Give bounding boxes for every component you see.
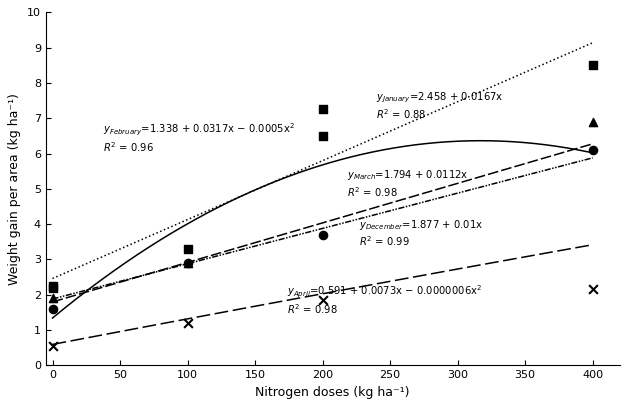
Point	[588, 62, 598, 68]
Point	[183, 319, 193, 326]
Text: $y_{March}$=1.794 + 0.0112x
$R^2$ = 0.98: $y_{March}$=1.794 + 0.0112x $R^2$ = 0.98	[347, 168, 468, 199]
Y-axis label: Weight gain per area (kg ha⁻¹): Weight gain per area (kg ha⁻¹)	[8, 93, 21, 285]
Point	[318, 297, 328, 303]
Point	[318, 232, 328, 238]
Point	[48, 295, 58, 302]
Text: $y_{April}$=0.591 + 0.0073x − 0.0000006x$^2$
$R^2$ = 0.98: $y_{April}$=0.591 + 0.0073x − 0.0000006x…	[287, 284, 482, 316]
X-axis label: Nitrogen doses (kg ha⁻¹): Nitrogen doses (kg ha⁻¹)	[256, 386, 410, 399]
Point	[48, 284, 58, 291]
Point	[48, 343, 58, 349]
Point	[588, 118, 598, 125]
Point	[183, 245, 193, 252]
Point	[183, 260, 193, 266]
Point	[588, 147, 598, 153]
Text: $y_{January}$=2.458 + 0.0167x
$R^2$ = 0.88: $y_{January}$=2.458 + 0.0167x $R^2$ = 0.…	[376, 91, 503, 121]
Point	[318, 133, 328, 139]
Text: $y_{February}$=1.338 + 0.0317x − 0.0005x$^2$
$R^2$ = 0.96: $y_{February}$=1.338 + 0.0317x − 0.0005x…	[103, 121, 295, 154]
Point	[183, 260, 193, 266]
Point	[48, 282, 58, 289]
Point	[48, 306, 58, 312]
Point	[588, 286, 598, 293]
Text: $y_{December}$=1.877 + 0.01x
$R^2$ = 0.99: $y_{December}$=1.877 + 0.01x $R^2$ = 0.9…	[359, 218, 482, 248]
Point	[318, 106, 328, 113]
